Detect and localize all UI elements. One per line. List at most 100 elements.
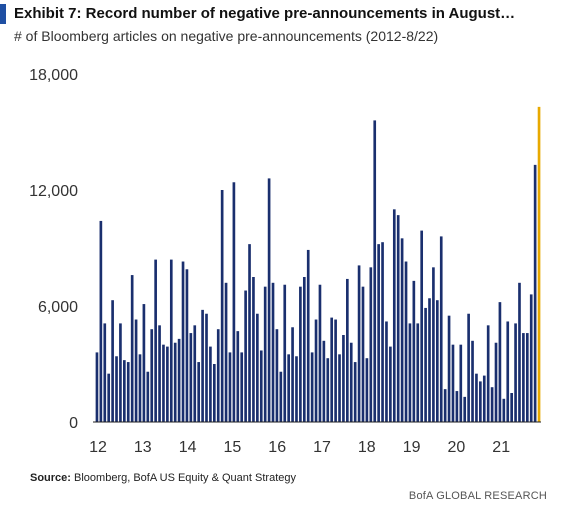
y-tick-label: 0 [69, 415, 78, 432]
bar [479, 381, 482, 422]
bar [267, 178, 271, 422]
bar [279, 371, 283, 422]
bar [134, 319, 138, 422]
bar [338, 354, 341, 422]
bar [275, 329, 279, 422]
bar [463, 396, 467, 422]
bar [377, 244, 380, 422]
x-tick-label: 13 [134, 439, 152, 456]
bar [287, 354, 290, 422]
bar [357, 265, 361, 422]
bar [212, 364, 216, 422]
x-tick-label: 12 [89, 439, 107, 456]
bar [185, 269, 189, 422]
bar [209, 346, 212, 422]
bar [471, 340, 474, 422]
bar [416, 323, 420, 422]
bar [435, 300, 439, 422]
bar [306, 249, 310, 422]
bar [236, 331, 240, 422]
bar [126, 362, 130, 422]
bar [424, 307, 427, 422]
source-text: Bloomberg, BofA US Equity & Quant Strate… [74, 472, 296, 484]
y-tick-label: 12,000 [29, 183, 78, 200]
bar [181, 261, 185, 422]
y-tick-label: 6,000 [38, 299, 78, 316]
bar [146, 371, 150, 422]
bar [232, 182, 236, 422]
bar [392, 209, 396, 422]
bar [342, 335, 345, 422]
bar [228, 352, 232, 422]
bar [467, 313, 470, 422]
bar [443, 389, 447, 422]
bar [205, 313, 208, 422]
source-note: Source: Bloomberg, BofA US Equity & Quan… [30, 472, 296, 484]
x-tick-label: 21 [492, 439, 510, 456]
bar [334, 319, 337, 422]
bar [381, 242, 384, 422]
bar [283, 284, 287, 422]
source-label: Source: [30, 472, 71, 484]
bar [299, 286, 302, 422]
x-tick-label: 14 [179, 439, 197, 456]
bar [103, 323, 107, 422]
bar [177, 338, 181, 422]
title-accent-bar [0, 4, 6, 24]
bar [533, 164, 537, 422]
x-tick-label: 15 [224, 439, 242, 456]
bar [201, 309, 204, 422]
bar [169, 259, 173, 422]
y-tick-label: 18,000 [29, 67, 78, 84]
brand-label: BofA GLOBAL RESEARCH [408, 490, 547, 502]
bar [150, 329, 154, 422]
bar [404, 261, 408, 422]
bar [482, 375, 486, 422]
bar [455, 391, 459, 422]
bar [486, 325, 490, 422]
bar [369, 267, 373, 422]
bar [271, 282, 275, 422]
bar [252, 277, 255, 422]
bar [256, 313, 259, 422]
bar [220, 190, 224, 422]
bar [99, 220, 103, 422]
bar [365, 358, 369, 422]
bar [396, 215, 400, 422]
bar [475, 373, 478, 422]
bar [326, 358, 330, 422]
bar [263, 286, 267, 422]
bar [166, 346, 169, 422]
bar [173, 342, 177, 422]
bar [302, 277, 306, 422]
bar [529, 294, 533, 422]
bar [330, 317, 334, 422]
bar [142, 304, 146, 422]
bar [123, 360, 126, 422]
bar [361, 286, 365, 422]
bar [432, 267, 435, 422]
bar [346, 278, 349, 422]
bar [514, 323, 517, 422]
bar [428, 298, 431, 422]
bar [518, 282, 521, 422]
x-tick-label: 17 [313, 439, 331, 456]
bar [400, 238, 404, 422]
chart-subtitle: # of Bloomberg articles on negative pre-… [14, 28, 439, 44]
bar [494, 342, 498, 422]
bar [322, 340, 326, 422]
bar [353, 362, 357, 422]
bar [107, 373, 111, 422]
bar [119, 323, 122, 422]
bar [385, 321, 388, 422]
bar [189, 333, 193, 422]
bar [295, 356, 298, 422]
x-tick-label: 18 [358, 439, 376, 456]
bar [111, 300, 114, 422]
bar [158, 325, 161, 422]
bar [244, 290, 247, 422]
bar [451, 344, 455, 422]
chart-title: Exhibit 7: Record number of negative pre… [14, 5, 516, 22]
bar [373, 120, 377, 423]
